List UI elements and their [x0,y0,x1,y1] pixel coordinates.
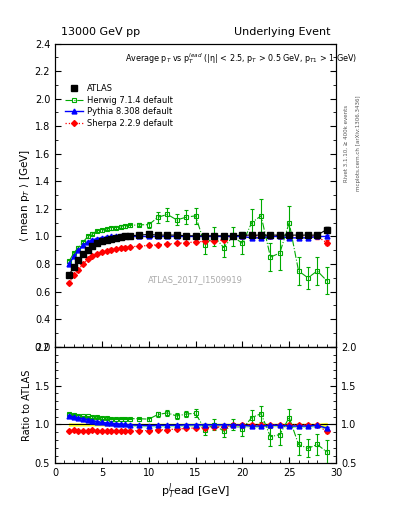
Text: Average p$_T$ vs p$_T^{lead}$ (|η| < 2.5, p$_T$ > 0.5 GeV, p$_{T1}$ > 1 GeV): Average p$_T$ vs p$_T^{lead}$ (|η| < 2.5… [125,51,358,66]
Y-axis label: ⟨ mean p$_T$ ⟩ [GeV]: ⟨ mean p$_T$ ⟩ [GeV] [18,148,32,242]
Y-axis label: Ratio to ATLAS: Ratio to ATLAS [22,369,32,441]
Text: Underlying Event: Underlying Event [234,28,331,37]
Text: Rivet 3.1.10, ≥ 400k events: Rivet 3.1.10, ≥ 400k events [344,105,349,182]
Text: ATLAS_2017_I1509919: ATLAS_2017_I1509919 [148,275,243,285]
Legend: ATLAS, Herwig 7.1.4 default, Pythia 8.308 default, Sherpa 2.2.9 default: ATLAS, Herwig 7.1.4 default, Pythia 8.30… [65,84,173,127]
Text: mcplots.cern.ch [arXiv:1306.3436]: mcplots.cern.ch [arXiv:1306.3436] [356,96,361,191]
X-axis label: p$_T^{l}$ead [GeV]: p$_T^{l}$ead [GeV] [161,481,230,501]
Text: 13000 GeV pp: 13000 GeV pp [61,28,140,37]
